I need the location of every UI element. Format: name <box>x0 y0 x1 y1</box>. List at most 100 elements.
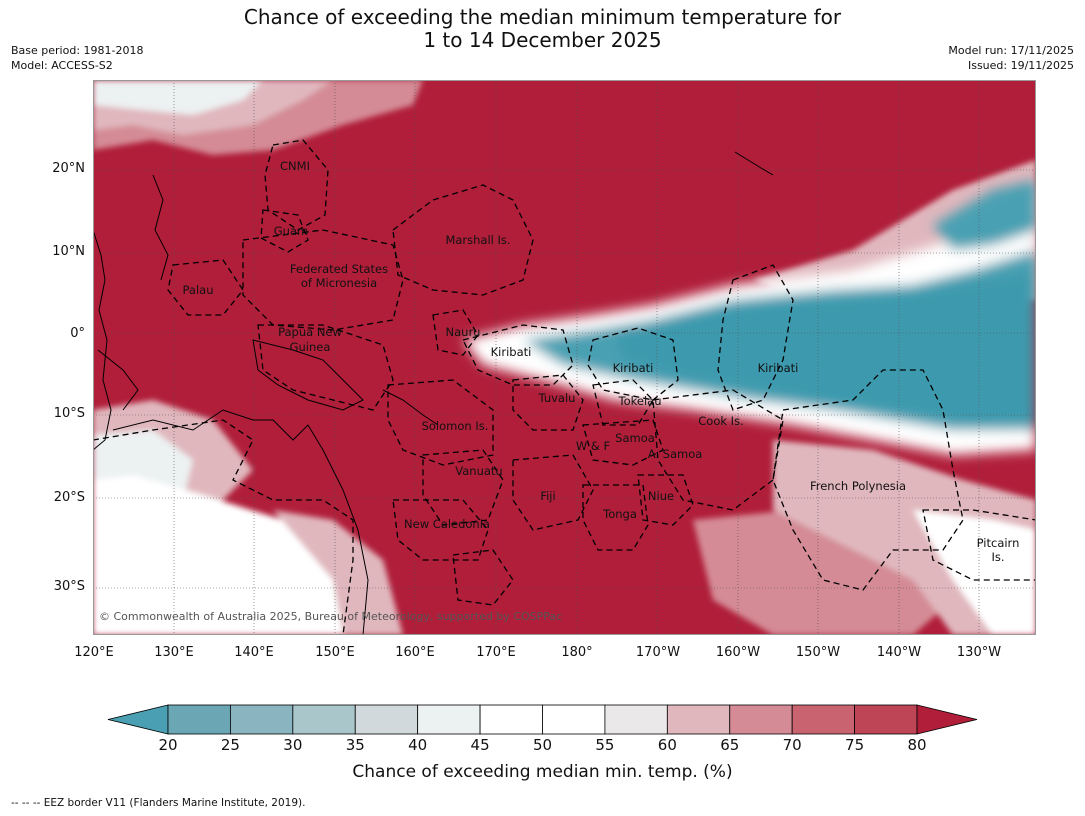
colorbar-cell <box>417 704 481 735</box>
coast-borneo <box>97 349 139 411</box>
colorbar-tick-label: 65 <box>720 736 740 754</box>
coast-hawaii <box>734 151 774 176</box>
coast-solomons <box>382 389 439 426</box>
colorbar-tick-label: 20 <box>158 736 178 754</box>
label-guam: Guam <box>274 224 308 238</box>
colorbar-tick-label: 60 <box>657 736 677 754</box>
colorbar-cell <box>729 704 793 735</box>
lon-label-160e: 160°E <box>395 645 435 660</box>
colorbar-tick-label: 70 <box>782 736 802 754</box>
eez-tonga <box>582 484 649 551</box>
label-micronesia-2: of Micronesia <box>301 276 377 290</box>
meta-right: Model run: 17/11/2025 Issued: 19/11/2025 <box>948 43 1074 73</box>
coast-australia <box>112 409 369 635</box>
label-micronesia-1: Federated States <box>290 262 388 276</box>
colorbar-tick-label: 25 <box>220 736 240 754</box>
colorbar-cell <box>854 704 918 735</box>
colorbar-tick-label: 75 <box>845 736 865 754</box>
label-palau: Palau <box>183 283 214 297</box>
white-south-east <box>913 510 1036 635</box>
coast-philippines <box>152 174 169 281</box>
colorbar-cell <box>791 704 855 735</box>
lat-label-10n: 10°N <box>52 244 85 259</box>
colorbar-tick-label: 45 <box>470 736 490 754</box>
lon-label-150w: 150°W <box>795 645 841 660</box>
lon-label-170w: 170°W <box>635 645 681 660</box>
map-frame <box>93 80 1036 635</box>
lon-label-130w: 130°W <box>956 645 1002 660</box>
label-solomon: Solomon Is. <box>422 419 489 433</box>
lon-label-140w: 140°W <box>876 645 922 660</box>
eez-vanuatu <box>422 449 504 526</box>
label-niue: Niue <box>648 489 674 503</box>
label-kiribati-central: Kiribati <box>613 361 654 375</box>
label-tokelau: Tokelau <box>618 394 662 408</box>
eez-norfolk <box>452 549 514 606</box>
eez-footnote: -- -- -- EEZ border V11 (Flanders Marine… <box>11 797 306 809</box>
eez-tokelau <box>592 379 654 426</box>
lat-label-0: 0° <box>70 326 85 341</box>
colorbar-cells <box>107 704 978 735</box>
label-pitcairn-1: Pitcairn <box>977 536 1020 550</box>
eez-french-polynesia <box>772 369 964 591</box>
lon-label-160w: 160°W <box>715 645 761 660</box>
colorbar-tick-label: 80 <box>907 736 927 754</box>
colorbar-cell <box>479 704 543 735</box>
region-labels: CNMI Guam Marshall Is. Federated States … <box>183 159 1020 564</box>
label-tuvalu: Tuvalu <box>538 391 576 405</box>
white-australia <box>93 475 363 635</box>
model-name: Model: ACCESS-S2 <box>11 59 113 72</box>
label-wallis-futuna: W & F <box>576 439 610 453</box>
colorbar-cell <box>230 704 294 735</box>
lon-label-140e: 140°E <box>234 645 274 660</box>
eez-pitcairn <box>922 509 1036 581</box>
model-run: Model run: 17/11/2025 <box>948 44 1074 57</box>
eez-micronesia <box>242 229 404 331</box>
meta-left: Base period: 1981-2018 Model: ACCESS-S2 <box>11 43 143 73</box>
label-kiribati-east: Kiribati <box>758 361 799 375</box>
eez-marshall <box>392 184 534 296</box>
eez-australia <box>93 419 354 635</box>
copyright-text: © Commonwealth of Australia 2025, Bureau… <box>99 610 562 623</box>
label-marshall: Marshall Is. <box>445 233 510 247</box>
label-png-1: Papua New <box>278 325 342 339</box>
colorbar <box>107 704 978 735</box>
lon-label-180: 180° <box>561 645 593 660</box>
label-french-polynesia: French Polynesia <box>810 479 906 493</box>
lat-label-20s: 20°S <box>53 490 85 505</box>
title-line-2: 1 to 14 December 2025 <box>423 28 662 52</box>
lon-label-120e: 120°E <box>74 645 114 660</box>
eez-fiji <box>512 454 594 531</box>
eez-kiribati-central <box>587 327 679 401</box>
pink-australia-edge <box>273 510 403 635</box>
colorbar-arrow-high <box>916 704 978 735</box>
colorbar-label: Chance of exceeding median min. temp. (%… <box>352 762 733 782</box>
eez-palau <box>167 259 244 316</box>
label-american-samoa: A. Samoa <box>648 447 703 461</box>
colorbar-cell <box>666 704 731 735</box>
label-cook: Cook Is. <box>698 414 743 428</box>
lon-label-170e: 170°E <box>476 645 516 660</box>
colorbar-cell <box>604 704 668 735</box>
eez-cnmi <box>264 139 329 231</box>
issued-date: Issued: 19/11/2025 <box>967 59 1074 72</box>
eez-cook <box>652 389 784 511</box>
label-png-2: Guinea <box>290 340 331 354</box>
eez-borders <box>93 139 1036 635</box>
colorbar-tick-label: 30 <box>283 736 303 754</box>
eez-png <box>257 324 394 411</box>
eez-nauru <box>432 309 479 356</box>
lat-label-20n: 20°N <box>52 161 85 176</box>
colorbar-cell <box>167 704 231 735</box>
forecast-map: CNMI Guam Marshall Is. Federated States … <box>93 80 1036 635</box>
label-new-caledonia: New Caledonia <box>404 517 490 531</box>
colorbar-cell <box>292 704 356 735</box>
base-period: Base period: 1981-2018 <box>11 44 144 57</box>
label-samoa: Samoa <box>615 431 655 445</box>
label-nauru: Nauru <box>446 325 481 339</box>
label-kiribati-west: Kiribati <box>491 345 532 359</box>
colorbar-cell <box>354 704 419 735</box>
blue-north-east <box>933 180 1036 250</box>
label-pitcairn-2: Is. <box>991 550 1004 564</box>
title-line-1: Chance of exceeding the median minimum t… <box>243 5 842 29</box>
